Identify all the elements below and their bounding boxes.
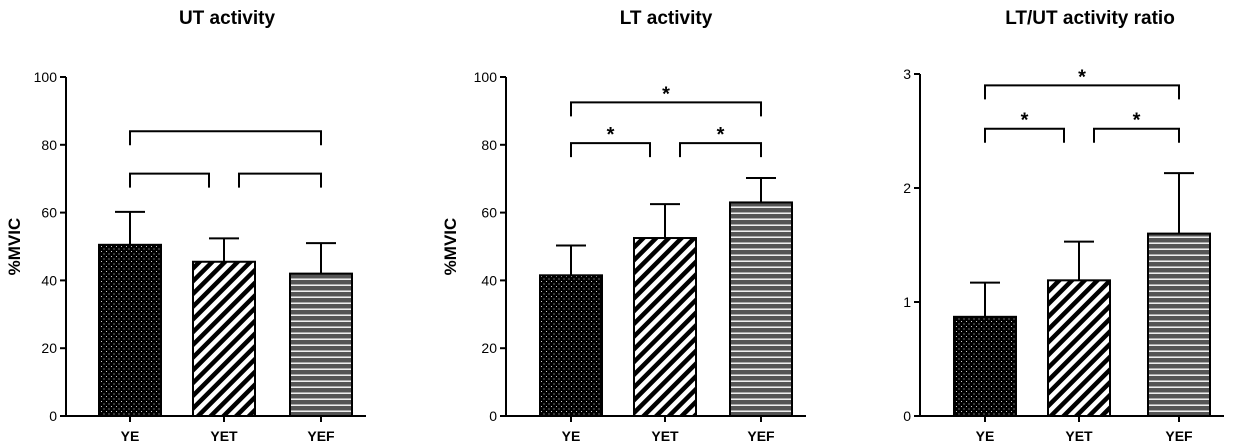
- y-tick-label: 40: [41, 272, 57, 288]
- y-tick-label: 0: [49, 408, 57, 424]
- significance-star: *: [1133, 110, 1141, 132]
- significance-bracket: [984, 84, 1180, 100]
- bar-yet: [633, 237, 697, 417]
- y-tick-label: 100: [34, 69, 58, 85]
- bar-yef: [729, 201, 793, 417]
- chart-panel-2: LT activity %MVIC 0 20 40 60 80 100 YE YET YEF * * *: [441, 8, 806, 444]
- chart-title: LT/UT activity ratio: [1005, 8, 1175, 29]
- significance-bracket: [570, 101, 762, 117]
- y-tick-label: 0: [489, 408, 497, 424]
- significance-bracket: [129, 172, 210, 188]
- significance-star: *: [1021, 110, 1029, 132]
- bar-ye: [98, 243, 162, 417]
- y-tick-label: 2: [903, 180, 911, 196]
- y-tick-label: 3: [903, 66, 911, 82]
- significance-bracket: [984, 127, 1065, 143]
- category-label-yef: YEF: [1165, 428, 1193, 444]
- y-tick-label: 20: [481, 340, 497, 356]
- chart-title: LT activity: [620, 8, 713, 29]
- significance-bracket: [570, 142, 651, 158]
- category-label-yef: YEF: [747, 428, 775, 444]
- chart-panel-3: LT/UT activity ratio 0 1 2 3 YE YET YEF * * *: [903, 8, 1224, 444]
- category-label-yet: YET: [210, 428, 238, 444]
- y-tick-label: 80: [481, 137, 497, 153]
- significance-bracket: [238, 172, 322, 188]
- significance-star: *: [607, 124, 615, 146]
- y-tick-label: 40: [481, 272, 497, 288]
- y-tick-label: 60: [41, 205, 57, 221]
- bar-ye: [539, 274, 603, 417]
- bar-yef: [1147, 232, 1211, 417]
- significance-bracket: [1093, 127, 1180, 143]
- significance-star: *: [662, 83, 670, 105]
- y-tick-label: 60: [481, 205, 497, 221]
- category-label-yet: YET: [651, 428, 679, 444]
- bar-yet: [192, 260, 256, 417]
- category-label-yet: YET: [1065, 428, 1093, 444]
- significance-star: *: [717, 124, 725, 146]
- significance-bracket: [129, 130, 322, 146]
- bar-yef: [289, 272, 353, 417]
- y-axis-label: %MVIC: [5, 218, 24, 276]
- category-label-ye: YE: [121, 428, 140, 444]
- bar-ye: [953, 315, 1017, 418]
- chart-panel-1: UT activity %MVIC 0 20 40 60 80 100 YE YET YEF: [5, 8, 366, 444]
- y-tick-label: 80: [41, 137, 57, 153]
- y-tick-label: 0: [903, 408, 911, 424]
- category-label-yef: YEF: [307, 428, 335, 444]
- category-label-ye: YE: [976, 428, 995, 444]
- y-tick-label: 20: [41, 340, 57, 356]
- chart-title: UT activity: [179, 8, 276, 29]
- significance-bracket: [679, 142, 762, 158]
- bar-yet: [1047, 279, 1111, 417]
- y-tick-label: 100: [474, 69, 498, 85]
- significance-star: *: [1078, 66, 1086, 88]
- y-axis-label: %MVIC: [441, 218, 460, 276]
- y-tick-label: 1: [903, 294, 911, 310]
- category-label-ye: YE: [562, 428, 581, 444]
